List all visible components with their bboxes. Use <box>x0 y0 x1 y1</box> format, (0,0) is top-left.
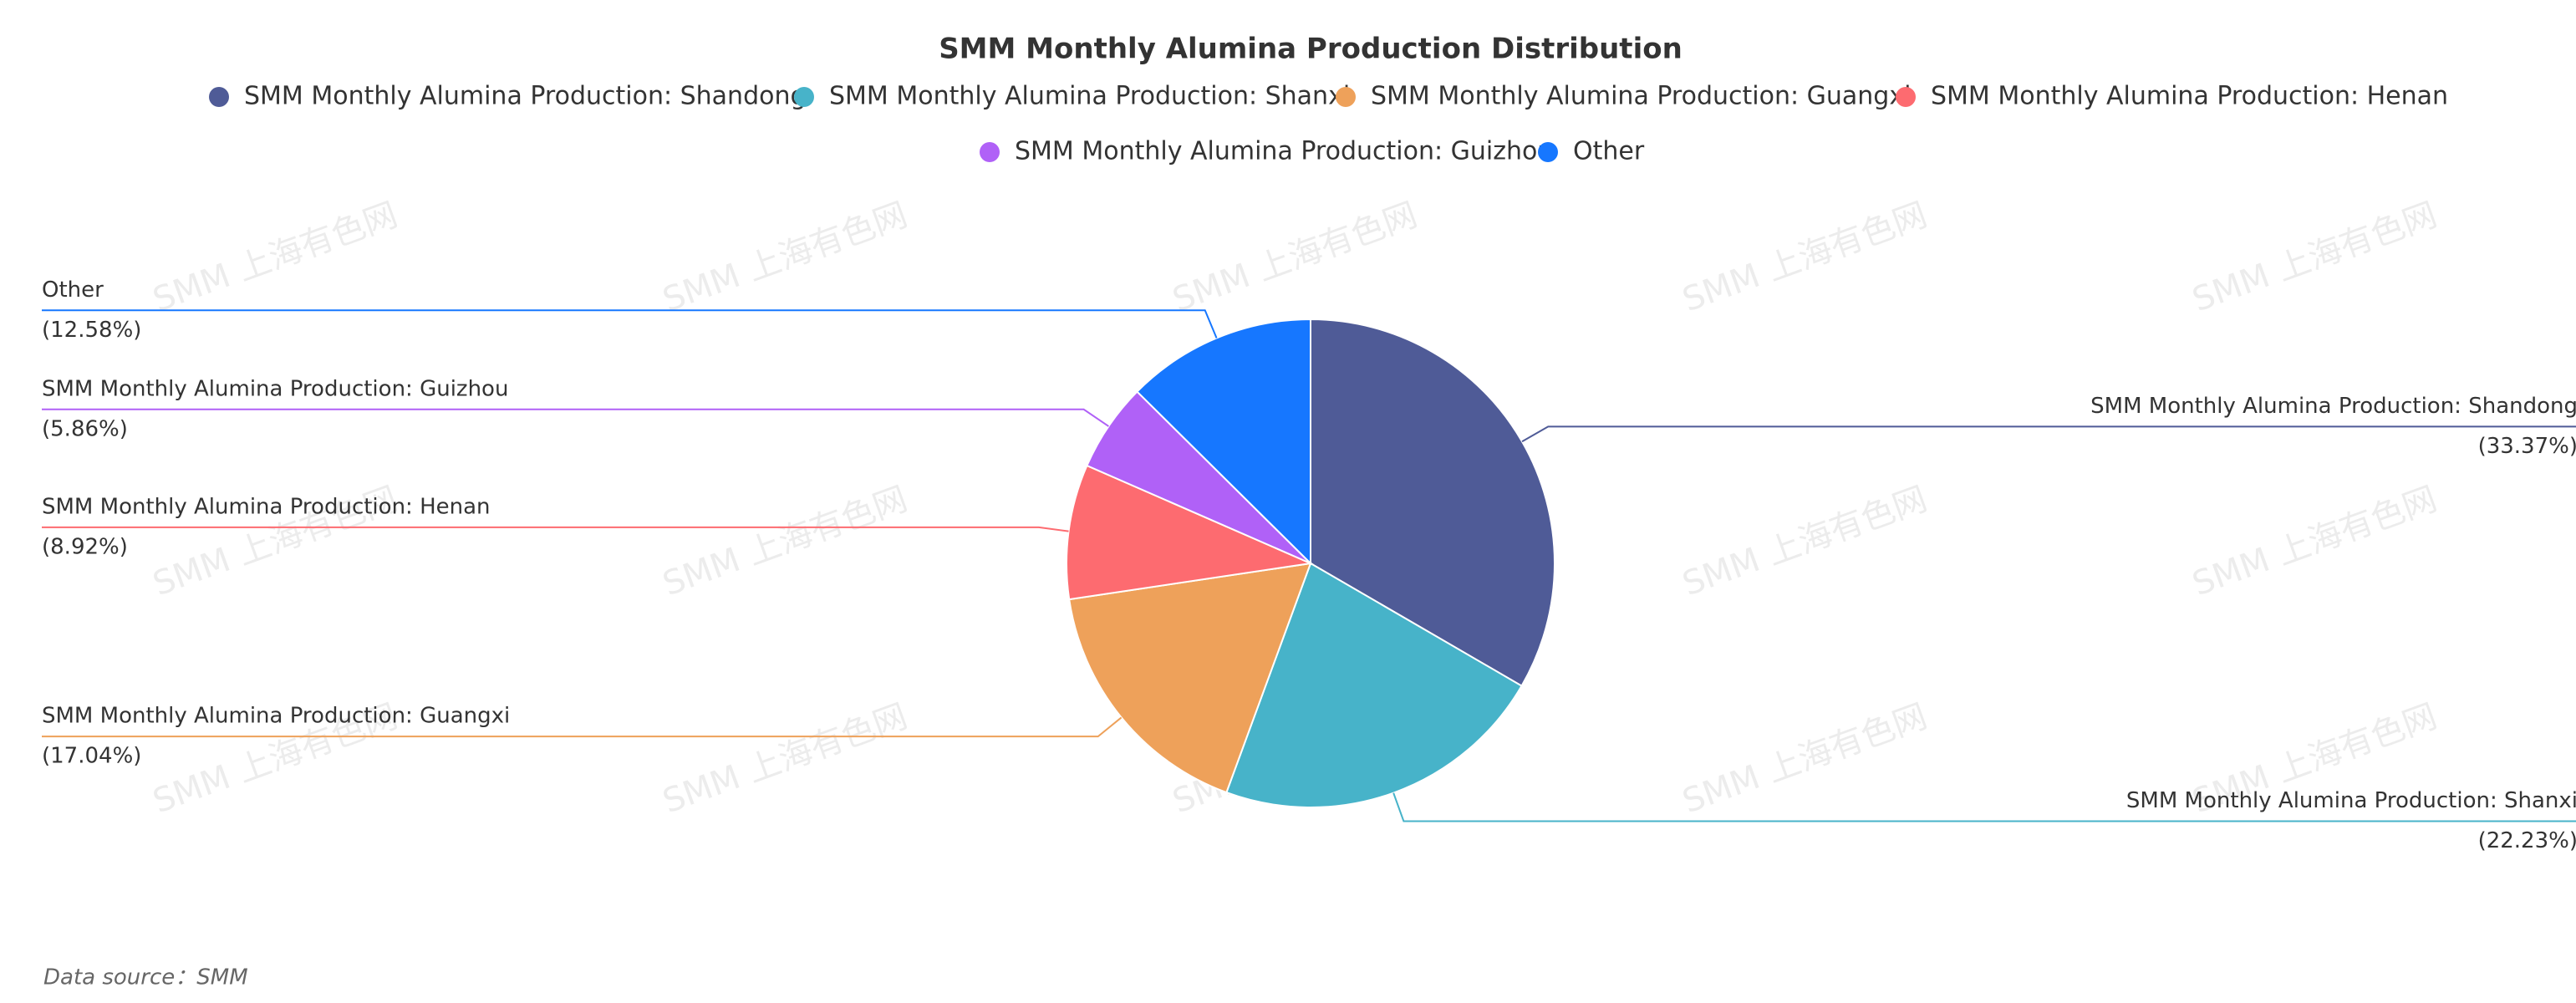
watermark: SMM 上海有色网 <box>1677 196 1932 319</box>
watermark: SMM 上海有色网 <box>1168 196 1422 319</box>
legend-marker <box>980 142 1000 162</box>
pie-slice <box>1225 562 1523 808</box>
legend-label: SMM Monthly Alumina Production: Guangxi <box>1371 82 1911 111</box>
legend-marker <box>209 87 229 107</box>
label-line <box>42 526 1069 532</box>
pie <box>1066 318 1555 808</box>
legend-label: SMM Monthly Alumina Production: Shandong <box>244 82 807 111</box>
label-value: (12.58%) <box>42 318 141 343</box>
legend-marker <box>1896 87 1916 107</box>
watermark: SMM 上海有色网 <box>658 196 912 319</box>
watermark: SMM 上海有色网 <box>658 480 912 603</box>
label-line <box>42 309 1218 339</box>
watermark: SMM 上海有色网 <box>1677 697 1932 821</box>
legend-label: SMM Monthly Alumina Production: Henan <box>1931 82 2448 111</box>
watermark: SMM 上海有色网 <box>658 697 912 821</box>
pie-slice <box>1310 318 1555 687</box>
label-line <box>1392 792 2576 822</box>
watermark: SMM 上海有色网 <box>148 196 402 319</box>
watermark: SMM 上海有色网 <box>2187 196 2441 319</box>
label-name: SMM Monthly Alumina Production: Guangxi <box>42 704 510 729</box>
legend-label: SMM Monthly Alumina Production: Guizhou <box>1015 137 1553 166</box>
chart-title: SMM Monthly Alumina Production Distribut… <box>939 33 1683 66</box>
label-value: (5.86%) <box>42 416 128 441</box>
label-value: (8.92%) <box>42 534 128 559</box>
label-line <box>42 408 1109 427</box>
label-name: Other <box>42 277 104 303</box>
label-value: (17.04%) <box>42 744 141 769</box>
watermark: SMM 上海有色网 <box>2187 480 2441 603</box>
pie-slice <box>1136 318 1311 566</box>
label-name: SMM Monthly Alumina Production: Henan <box>42 494 491 519</box>
labels: SMM Monthly Alumina Production: Shandong… <box>42 277 2576 853</box>
source: Data source：SMM <box>43 965 248 990</box>
label-name: SMM Monthly Alumina Production: Shandong <box>2090 394 2576 419</box>
legend-marker <box>794 87 814 107</box>
label-value: (22.23%) <box>2478 828 2576 853</box>
legend-marker <box>1538 142 1558 162</box>
watermark: SMM 上海有色网 <box>1677 480 1932 603</box>
label-line <box>42 716 1123 738</box>
legend-label: SMM Monthly Alumina Production: Shanxi <box>829 82 1350 111</box>
label-name: SMM Monthly Alumina Production: Shanxi <box>2126 788 2576 813</box>
legend: SMM Monthly Alumina Production: Shandong… <box>209 82 2448 166</box>
label-name: SMM Monthly Alumina Production: Guizhou <box>42 376 508 401</box>
legend-label: Other <box>1573 137 1645 166</box>
legend-marker <box>1336 87 1356 107</box>
label-value: (33.37%) <box>2478 434 2576 459</box>
label-line <box>1521 425 2576 443</box>
